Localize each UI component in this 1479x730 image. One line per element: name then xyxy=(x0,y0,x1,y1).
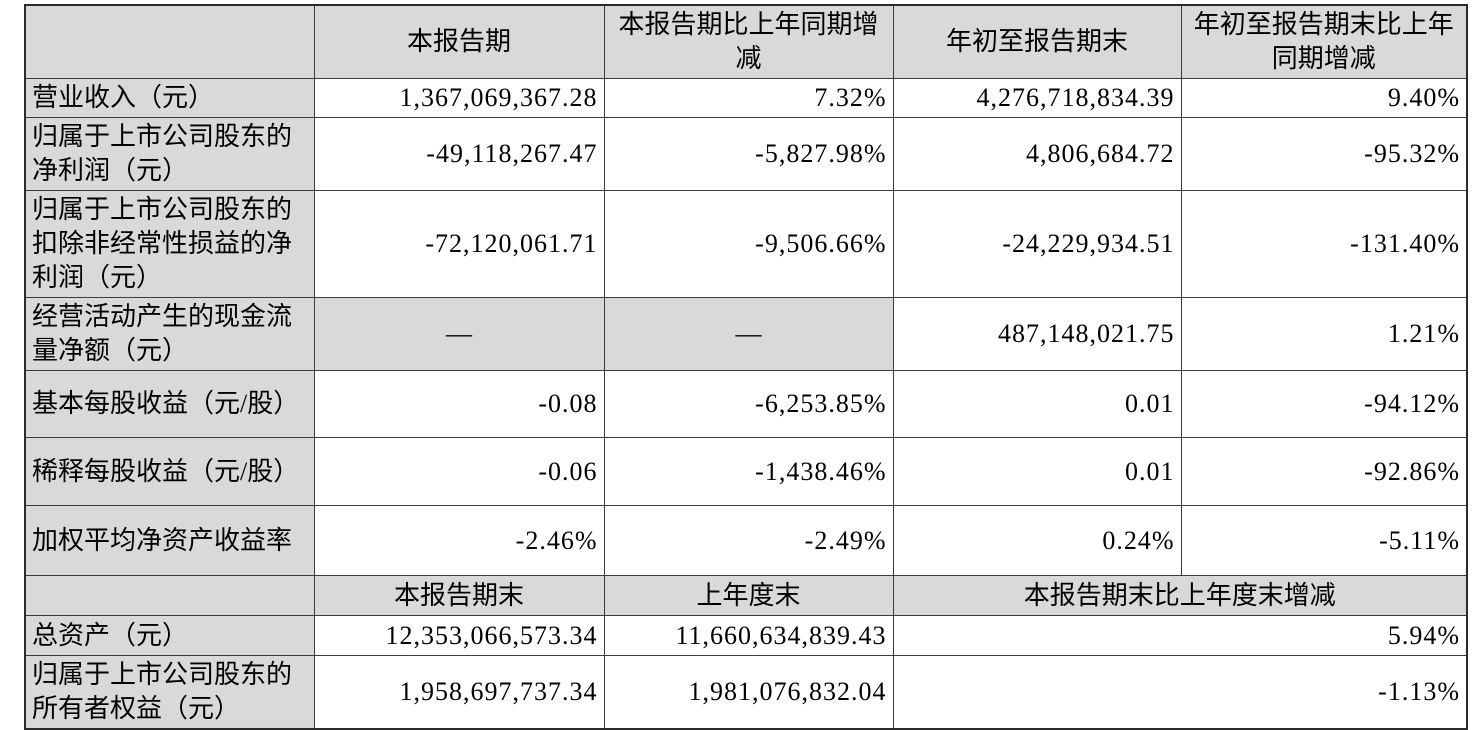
table-row-total-assets: 总资产（元） 12,353,066,573.34 11,660,634,839.… xyxy=(24,615,1468,656)
value-cell: -0.06 xyxy=(313,437,605,506)
row-label: 归属于上市公司股东的所有者权益（元） xyxy=(24,655,315,730)
value-cell: 4,806,684.72 xyxy=(892,117,1182,191)
value-cell: 9.40% xyxy=(1180,78,1468,118)
financial-summary-table: 本报告期 本报告期比上年同期增减 年初至报告期末 年初至报告期末比上年同期增减 … xyxy=(24,4,1468,730)
row-label: 营业收入（元） xyxy=(24,78,315,118)
table-row-equity-attributable-to-shareholders: 归属于上市公司股东的所有者权益（元） 1,958,697,737.34 1,98… xyxy=(24,655,1468,730)
table-row-revenue: 营业收入（元） 1,367,069,367.28 7.32% 4,276,718… xyxy=(24,78,1468,118)
value-cell: -95.32% xyxy=(1180,117,1468,191)
value-cell: -2.49% xyxy=(603,505,894,576)
value-cell: 487,148,021.75 xyxy=(892,297,1182,371)
value-cell: -24,229,934.51 xyxy=(892,190,1182,298)
col-header-year-to-date: 年初至报告期末 xyxy=(892,4,1182,79)
value-cell: -94.12% xyxy=(1180,370,1468,438)
value-cell-dash: — xyxy=(313,297,605,371)
value-cell: 5.94% xyxy=(892,615,1468,656)
value-cell: 0.24% xyxy=(892,505,1182,576)
value-cell: 1,958,697,737.34 xyxy=(313,655,605,730)
table-row-net-profit-excl-nonrecurring: 归属于上市公司股东的扣除非经常性损益的净利润（元） -72,120,061.71… xyxy=(24,190,1468,298)
top-header-row: 本报告期 本报告期比上年同期增减 年初至报告期末 年初至报告期末比上年同期增减 xyxy=(24,4,1468,79)
value-cell: -49,118,267.47 xyxy=(313,117,605,191)
value-cell: 1.21% xyxy=(1180,297,1468,371)
corner-cell xyxy=(24,575,315,616)
value-cell: -6,253.85% xyxy=(603,370,894,438)
value-cell: -9,506.66% xyxy=(603,190,894,298)
row-label: 稀释每股收益（元/股） xyxy=(24,437,315,506)
value-cell: 11,660,634,839.43 xyxy=(603,615,894,656)
table-row-weighted-avg-roe: 加权平均净资产收益率 -2.46% -2.49% 0.24% -5.11% xyxy=(24,505,1468,576)
value-cell: 4,276,718,834.39 xyxy=(892,78,1182,118)
col-header-end-of-prior-year: 上年度末 xyxy=(603,575,894,616)
row-label: 归属于上市公司股东的扣除非经常性损益的净利润（元） xyxy=(24,190,315,298)
value-cell: -0.08 xyxy=(313,370,605,438)
value-cell: 7.32% xyxy=(603,78,894,118)
value-cell: -131.40% xyxy=(1180,190,1468,298)
col-header-end-of-period: 本报告期末 xyxy=(313,575,605,616)
table-row-net-profit: 归属于上市公司股东的净利润（元） -49,118,267.47 -5,827.9… xyxy=(24,117,1468,191)
value-cell-dash: — xyxy=(603,297,894,371)
value-cell: 1,981,076,832.04 xyxy=(603,655,894,730)
value-cell: 0.01 xyxy=(892,437,1182,506)
value-cell: -92.86% xyxy=(1180,437,1468,506)
col-header-current-period-yoy-change: 本报告期比上年同期增减 xyxy=(603,4,894,79)
row-label: 总资产（元） xyxy=(24,615,315,656)
value-cell: -1.13% xyxy=(892,655,1468,730)
row-label: 归属于上市公司股东的净利润（元） xyxy=(24,117,315,191)
value-cell: -1,438.46% xyxy=(603,437,894,506)
col-header-period-vs-prior-year-change: 本报告期末比上年度末增减 xyxy=(892,575,1468,616)
table-row-basic-eps: 基本每股收益（元/股） -0.08 -6,253.85% 0.01 -94.12… xyxy=(24,370,1468,438)
mid-header-row: 本报告期末 上年度末 本报告期末比上年度末增减 xyxy=(24,575,1468,616)
row-label: 经营活动产生的现金流量净额（元） xyxy=(24,297,315,371)
table-row-diluted-eps: 稀释每股收益（元/股） -0.06 -1,438.46% 0.01 -92.86… xyxy=(24,437,1468,506)
value-cell: 12,353,066,573.34 xyxy=(313,615,605,656)
value-cell: 0.01 xyxy=(892,370,1182,438)
value-cell: -72,120,061.71 xyxy=(313,190,605,298)
corner-cell xyxy=(24,4,315,79)
col-header-current-period: 本报告期 xyxy=(313,4,605,79)
col-header-year-to-date-yoy-change: 年初至报告期末比上年同期增减 xyxy=(1180,4,1468,79)
row-label: 加权平均净资产收益率 xyxy=(24,505,315,576)
value-cell: 1,367,069,367.28 xyxy=(313,78,605,118)
value-cell: -5,827.98% xyxy=(603,117,894,191)
table-row-operating-cash-flow: 经营活动产生的现金流量净额（元） — — 487,148,021.75 1.21… xyxy=(24,297,1468,371)
value-cell: -5.11% xyxy=(1180,505,1468,576)
row-label: 基本每股收益（元/股） xyxy=(24,370,315,438)
value-cell: -2.46% xyxy=(313,505,605,576)
